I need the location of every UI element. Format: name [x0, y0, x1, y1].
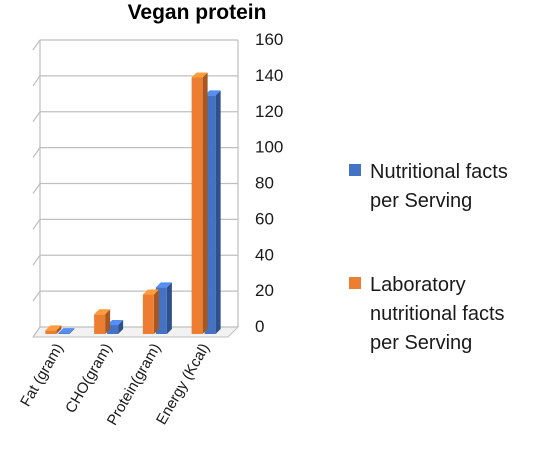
bar-front	[155, 287, 167, 334]
gridline-side	[32, 147, 41, 158]
y-tick-label: 80	[255, 174, 274, 193]
legend: Nutritional facts per Serving Laboratory nu…	[349, 161, 508, 354]
bar-front	[107, 325, 119, 334]
gridline-side	[32, 183, 41, 194]
bar-front	[45, 330, 57, 334]
bars	[45, 72, 221, 335]
gridline-side	[32, 254, 41, 266]
legend-entry: Laboratory nutritional facts per Serving	[349, 274, 505, 354]
bar-side	[166, 282, 172, 334]
bar-top	[58, 328, 75, 334]
bar-top	[204, 90, 221, 96]
y-tick-label: 100	[255, 138, 283, 157]
x-axis-categories: Fat (gram)CHO(gram)Protein(gram)Energy (…	[17, 340, 213, 428]
gridline-side	[32, 39, 41, 51]
y-tick-label: 40	[255, 245, 274, 264]
bar	[94, 309, 111, 334]
legend-label: per Serving	[370, 332, 472, 354]
gridline-side	[32, 219, 41, 230]
y-tick-label: 60	[255, 209, 274, 228]
bar	[191, 72, 208, 335]
y-tick-label: 140	[255, 66, 283, 85]
bar-side	[105, 309, 111, 334]
x-category-label: CHO(gram)	[62, 340, 115, 416]
gridline-side	[32, 290, 41, 302]
bar-top	[107, 320, 124, 326]
y-tick-label: 160	[255, 30, 283, 49]
bar-front	[94, 314, 106, 334]
bar-front	[204, 95, 216, 335]
gridline-side	[32, 326, 41, 338]
bar-front	[58, 333, 70, 334]
bar-side	[202, 72, 208, 335]
bar	[142, 289, 159, 334]
y-axis-ticks: 0 20 40 60 80 100 120 140 160	[255, 30, 283, 336]
legend-label: per Serving	[370, 190, 472, 212]
x-category-label: Fat (gram)	[17, 341, 67, 410]
gridline-side	[32, 75, 41, 87]
bar	[107, 320, 124, 334]
bar-top	[155, 282, 172, 288]
bar	[204, 90, 221, 335]
bar-side	[56, 325, 62, 334]
gridline-side	[32, 111, 41, 123]
legend-swatch	[349, 277, 361, 289]
bar-top	[142, 289, 159, 295]
x-category-label: Energy (Kcal)	[153, 341, 213, 428]
bar-top	[94, 309, 111, 315]
bar-side	[69, 328, 75, 334]
bar-top	[45, 325, 62, 331]
bar	[58, 328, 75, 334]
bar-side	[118, 320, 124, 334]
y-tick-label: 120	[255, 102, 283, 121]
bar	[45, 325, 62, 334]
bar-top	[191, 72, 208, 78]
y-tick-label: 0	[255, 317, 264, 336]
legend-label: Nutritional facts	[370, 161, 508, 183]
bar-side	[153, 289, 159, 334]
legend-label: nutritional facts	[370, 303, 505, 325]
bar	[155, 282, 172, 334]
bar-front	[142, 294, 154, 334]
chart-title: Vegan protein	[128, 1, 267, 24]
legend-label: Laboratory	[370, 274, 466, 296]
bar-side	[215, 90, 221, 335]
legend-swatch	[349, 164, 361, 176]
bar-front	[191, 77, 203, 335]
y-tick-label: 20	[255, 281, 274, 300]
legend-entry: Nutritional facts per Serving	[349, 161, 508, 212]
